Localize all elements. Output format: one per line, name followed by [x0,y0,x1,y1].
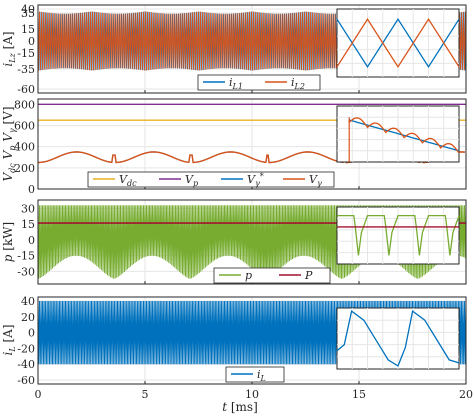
ytick-label: 600 [14,119,35,132]
ytick-label: -30 [17,265,35,278]
legend-label: iL2 [291,76,305,91]
ytick-label: 40 [21,3,35,16]
legend-label: Vγ* [247,172,264,188]
xtick-label: 10 [245,388,259,401]
legend-1: iL1 iL2 [197,74,321,91]
legend-label: Vp [185,173,198,188]
legend-label: p [245,269,252,282]
legend-2: Vdc Vp Vγ* Vγ [87,171,335,188]
inset-series-Vgamma [348,117,460,154]
legend-box [197,74,321,91]
legend-label: iL1 [229,76,243,91]
xtick-label: 0 [35,388,42,401]
legend-box [213,267,331,284]
inset-zoom-2 [336,105,460,163]
ytick-label: 20 [21,311,35,324]
ytick-label: -20 [17,342,35,355]
legend-4: iL [225,366,285,383]
ytick-label: 800 [14,98,35,111]
legend-label: Vγ [309,173,322,188]
ytick-label: -15 [17,250,35,263]
inset-series-p [337,214,460,256]
inset-zoom-1 [336,8,460,78]
ytick-label: 30 [21,202,35,215]
legend-box [225,366,285,383]
inset-series-iL [336,309,460,367]
ytick-label: 0 [28,35,35,48]
ytick-label: 0 [28,327,35,340]
inset-series-iL1 [336,17,460,69]
chart-panel-4: 40 20 0 -20 -40 -60 [17,295,467,387]
legend-label: iL [257,368,266,383]
ytick-label: 40 [21,295,35,308]
y-axis-label-4: iL [A] [1,325,17,356]
xtick-label: 15 [352,388,366,401]
chart-panel-2: 800 600 400 200 0 [14,98,467,196]
chart-panel-3: 30 15 0 -15 -30 [17,199,467,285]
ytick-label: -15 [17,47,35,60]
y-axis-label-1: iLz [A] [1,31,17,66]
ytick-label: 0 [28,234,35,247]
ytick-label: -35 [17,63,35,76]
legend-box [87,171,335,188]
ytick-label: -60 [17,374,35,387]
inset-series-iL2 [336,17,460,69]
legend-label: Vdc [119,173,137,188]
xtick-label: 5 [142,388,149,401]
ytick-label: 200 [14,162,35,175]
ytick-label: -60 [17,83,35,96]
ytick-label: 15 [21,23,35,36]
x-axis-label: t [ms] [222,400,258,414]
ytick-label: 15 [21,218,35,231]
ytick-label: 0 [28,183,35,196]
ytick-label: 400 [14,141,35,154]
y-axis-label-3: p [kW] [1,222,15,262]
ytick-label: 35 [21,7,35,20]
inset-zoom-3 [336,206,460,265]
ytick-label: -40 [17,358,35,371]
legend-label: P [304,269,313,282]
y-axis-label-2: Vdc Vp Vγ [V] [1,107,17,182]
inset-series-Vgamma-ref [349,119,460,152]
inset-zoom-4 [336,307,460,370]
xtick-label: 20 [459,388,473,401]
